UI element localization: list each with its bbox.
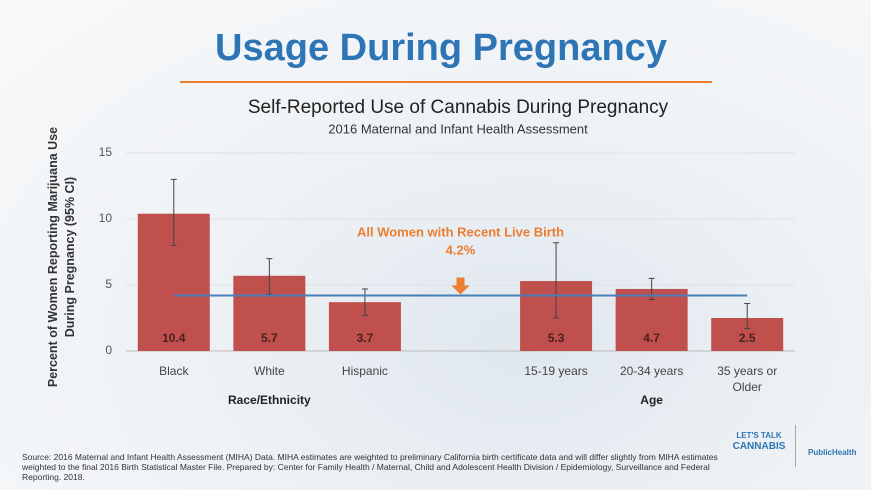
logo-text: LET'S TALK: [736, 431, 782, 440]
x-tick-label: 20-34 years: [619, 364, 684, 378]
reference-arrow: [451, 277, 470, 295]
x-tick-label: Hispanic: [341, 364, 388, 378]
x-tick-label: Black: [159, 364, 189, 378]
chart-subtitle: 2016 Maternal and Infant Health Assessme…: [328, 121, 588, 136]
slide-title: Usage During Pregnancy: [215, 27, 667, 69]
value-label: 4.7: [643, 331, 660, 345]
y-axis-label: Percent of Women Reporting Marijuana Use…: [46, 126, 77, 388]
value-label: 5.3: [548, 331, 565, 345]
x-tick-label: White: [254, 364, 285, 378]
value-label: 5.7: [261, 331, 278, 345]
chart-title: Self-Reported Use of Cannabis During Pre…: [248, 97, 669, 118]
group-label: Age: [640, 393, 663, 407]
group-label: Race/Ethnicity: [228, 393, 311, 407]
logo-divider: [795, 425, 796, 467]
x-tick-label: 35 years or Older: [717, 364, 778, 394]
value-label: 2.5: [739, 331, 756, 345]
logo-text: CANNABIS: [732, 441, 786, 452]
y-tick-label: 5: [105, 277, 112, 291]
reference-label: All Women with Recent Live Birth: [357, 224, 564, 239]
y-tick-label: 0: [105, 343, 112, 357]
y-tick-label: 15: [99, 145, 113, 159]
x-tick-label: 15-19 years: [524, 364, 588, 378]
value-label: 3.7: [357, 331, 374, 345]
logo-cannabis: LET'S TALK CANNABIS: [728, 430, 790, 452]
logo-public-health: PublicHealth: [808, 448, 857, 457]
source-note: Source: 2016 Maternal and Infant Health …: [22, 452, 718, 482]
value-label: 10.4: [162, 331, 186, 345]
y-tick-label: 10: [99, 211, 113, 225]
reference-value-label: 4.2%: [446, 242, 476, 257]
